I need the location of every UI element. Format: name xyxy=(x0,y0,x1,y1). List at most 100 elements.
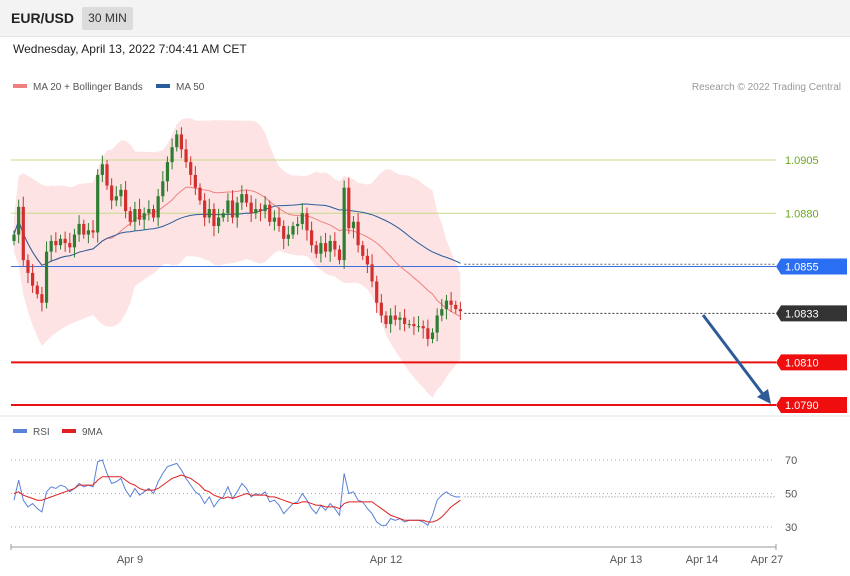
candle-body xyxy=(165,162,170,182)
candle xyxy=(379,294,383,323)
rsi-panel: 70 50 30 RSI 9MA xyxy=(0,415,850,534)
candle xyxy=(268,200,272,227)
candle xyxy=(412,316,416,335)
candle-body xyxy=(128,211,132,222)
candle xyxy=(375,275,379,313)
rsi-ma-line xyxy=(13,474,461,523)
candle xyxy=(328,235,332,262)
candle xyxy=(35,281,39,299)
candle-body xyxy=(142,213,146,220)
candle xyxy=(263,196,267,219)
x-tick-label: Apr 9 xyxy=(117,554,143,566)
candle xyxy=(100,155,104,183)
candle-body xyxy=(230,200,235,218)
candle-body xyxy=(91,230,95,233)
candle-body xyxy=(421,326,425,329)
candle xyxy=(212,203,216,237)
candle-body xyxy=(268,204,272,222)
candle-body xyxy=(314,245,318,254)
rsi-legend-swatch xyxy=(13,429,27,433)
chart-header: EUR/USD 30 MIN xyxy=(0,0,850,37)
candle xyxy=(193,166,197,195)
candle xyxy=(286,225,290,247)
candle xyxy=(407,319,411,329)
candle xyxy=(147,200,151,221)
candle xyxy=(314,240,318,258)
candle-body xyxy=(263,204,267,212)
candle xyxy=(137,198,142,226)
legend-swatch xyxy=(13,84,27,88)
candle xyxy=(72,228,77,258)
candle-body xyxy=(430,332,435,339)
candle xyxy=(272,210,276,231)
candle-body xyxy=(403,317,407,325)
candle xyxy=(119,184,123,207)
candle xyxy=(444,294,449,320)
forecast-arrow-head xyxy=(757,389,771,404)
candle-body xyxy=(119,189,123,197)
chart-datetime: Wednesday, April 13, 2022 7:04:41 AM CET xyxy=(13,42,247,56)
candle-body xyxy=(416,326,421,328)
candle-body xyxy=(337,249,342,261)
candle xyxy=(389,308,393,333)
candle-body xyxy=(291,226,295,235)
candle xyxy=(430,328,435,344)
candle xyxy=(361,240,365,261)
candle xyxy=(393,305,397,326)
candle xyxy=(114,185,118,207)
candle-body xyxy=(96,174,100,233)
candle xyxy=(351,216,356,239)
candle-body xyxy=(449,300,453,305)
candle xyxy=(12,230,16,246)
candle-body xyxy=(351,221,356,229)
candle-body xyxy=(77,223,81,235)
candle xyxy=(96,169,100,243)
candle-body xyxy=(189,162,193,175)
candle xyxy=(170,138,174,170)
candle-body xyxy=(458,309,462,312)
candle-body xyxy=(86,230,90,235)
candle-body xyxy=(300,213,304,224)
candle-body xyxy=(365,255,369,265)
candle xyxy=(416,315,421,332)
candle-body xyxy=(435,315,439,333)
candle-body xyxy=(454,304,458,310)
candle-body xyxy=(58,238,63,246)
candle xyxy=(310,221,314,253)
candle-body xyxy=(272,217,276,222)
candle-body xyxy=(412,324,416,327)
candle xyxy=(203,193,207,227)
candle-body xyxy=(203,200,207,218)
candle xyxy=(161,171,165,202)
level-tag-1.0833 xyxy=(776,305,847,322)
candle xyxy=(235,196,239,228)
candle xyxy=(26,254,30,284)
rsi-line xyxy=(13,459,461,527)
candle xyxy=(440,298,444,322)
timeframe-button[interactable]: 30 MIN xyxy=(82,7,133,30)
price-legend: MA 20 + Bollinger Bands MA 50 Research © 2… xyxy=(13,82,841,93)
legend-swatch xyxy=(156,84,170,88)
candle-body xyxy=(398,317,402,320)
symbol-title: EUR/USD xyxy=(11,10,75,26)
candle-body xyxy=(137,208,142,220)
candle xyxy=(337,245,342,265)
candle-body xyxy=(49,240,53,252)
candle-body xyxy=(310,230,314,246)
candle-body xyxy=(342,187,346,261)
candle-body xyxy=(193,174,197,188)
candle-body xyxy=(361,245,365,256)
candle xyxy=(435,308,439,342)
candle xyxy=(421,320,425,339)
candle xyxy=(277,207,281,232)
candles xyxy=(12,127,462,347)
forecast-arrow-line xyxy=(701,314,767,398)
candle xyxy=(58,234,63,250)
candle xyxy=(244,189,249,207)
level-label-1.0905: 1.0905 xyxy=(785,155,819,167)
candle xyxy=(179,127,183,159)
candle-body xyxy=(328,240,332,252)
candle xyxy=(105,160,109,190)
candle-body xyxy=(35,285,39,295)
